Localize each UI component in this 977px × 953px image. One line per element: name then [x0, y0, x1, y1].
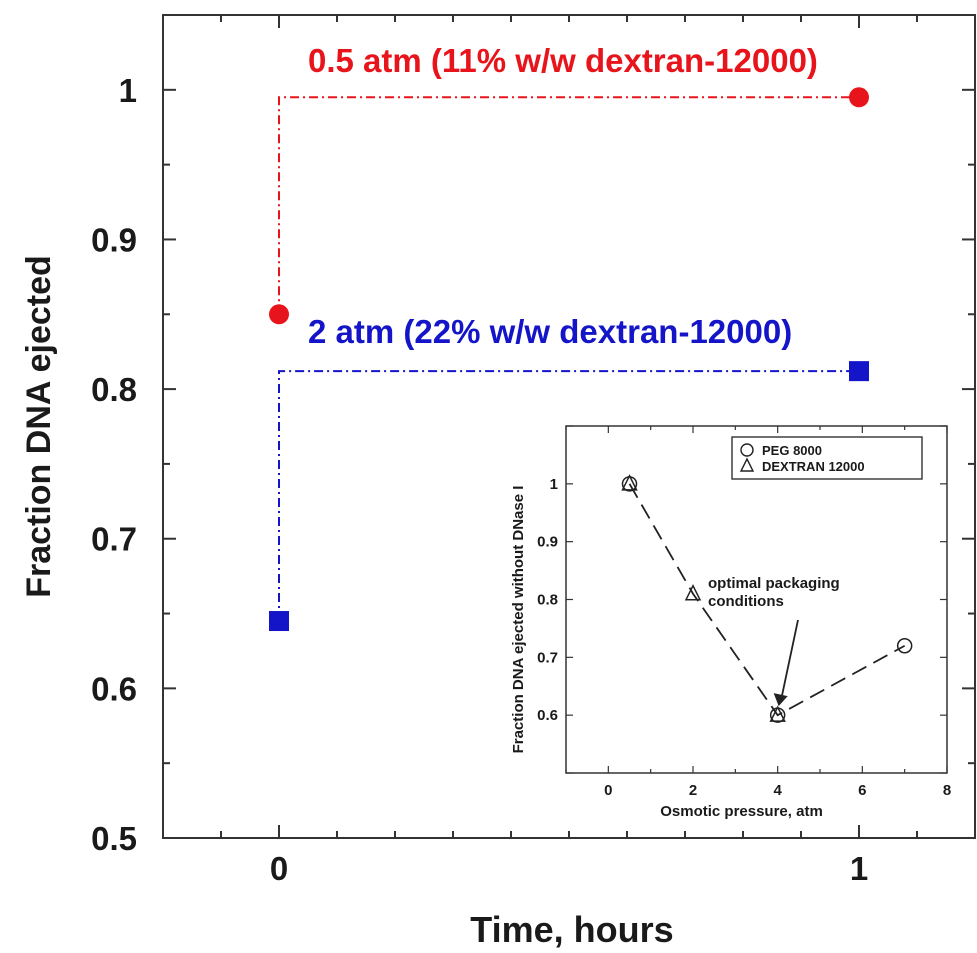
- inset-plot: 0.6 0.7 0.8 0.9 1 0 2 4 6 8 Osmotic pressure, atm F…: [510, 425, 951, 820]
- inset-triangle-point: [621, 474, 638, 491]
- inset-trend-line: [628, 483, 906, 717]
- inset-legend-box: [731, 436, 923, 480]
- inset-y-tick-label: 0.8: [537, 592, 558, 609]
- inset-annotation-arrow-shaft: [780, 619, 799, 698]
- inset-legend-circle-icon: [740, 443, 754, 457]
- inset-x-tick-label: 6: [858, 782, 866, 799]
- series-label-2: 2 atm (22% w/w dextran-12000): [308, 313, 792, 350]
- inset-x-axis-title: Osmotic pressure, atm: [660, 803, 823, 820]
- inset-annotation-line: optimal packaging: [708, 575, 840, 592]
- inset-x-tick-label: 4: [773, 782, 782, 799]
- y-tick-label: 0.9: [91, 221, 137, 258]
- series-line-1: [278, 96, 859, 315]
- x-tick-label: 0: [270, 850, 288, 887]
- y-tick-label: 0.8: [91, 371, 137, 408]
- inset-x-tick-label: 0: [604, 782, 612, 799]
- series-2-point: [269, 611, 289, 632]
- series-line-2: [278, 370, 859, 622]
- y-tick-label: 0.5: [91, 820, 137, 857]
- series-2-point: [849, 361, 869, 382]
- inset-legend-triangle-icon: [739, 457, 755, 472]
- inset-x-tick-label: 2: [689, 782, 697, 799]
- inset-legend-label: DEXTRAN 12000: [762, 459, 865, 474]
- inset-legend-label: PEG 8000: [762, 443, 822, 458]
- inset-y-tick-label: 1: [550, 476, 558, 493]
- series-1-point: [849, 87, 869, 108]
- inset-x-tick-label: 8: [943, 782, 951, 799]
- main-plot: 0.5 0.6 0.7 0.8 0.9 1 0 1 Time, hours Fraction DN…: [20, 14, 976, 950]
- y-tick-label: 0.7: [91, 521, 137, 558]
- inset-annotation-arrowhead: [773, 693, 788, 707]
- y-axis-title: Fraction DNA ejected: [20, 255, 58, 598]
- y-tick-label: 1: [119, 72, 137, 109]
- inset-circle-point: [896, 638, 913, 654]
- series-1-point: [269, 304, 289, 325]
- y-tick-label: 0.6: [91, 670, 137, 707]
- inset-annotation-line: conditions: [708, 593, 784, 610]
- inset-triangle-point: [769, 705, 786, 722]
- inset-y-tick-label: 0.6: [537, 707, 558, 724]
- series-label-1: 0.5 atm (11% w/w dextran-12000): [308, 42, 818, 79]
- x-tick-label: 1: [850, 850, 868, 887]
- inset-triangle-point: [684, 584, 702, 601]
- x-axis-title: Time, hours: [470, 909, 673, 950]
- inset-y-axis-title: Fraction DNA ejected without DNase I: [510, 486, 527, 754]
- inset-y-tick-label: 0.9: [537, 534, 558, 551]
- inset-y-tick-label: 0.7: [537, 649, 558, 666]
